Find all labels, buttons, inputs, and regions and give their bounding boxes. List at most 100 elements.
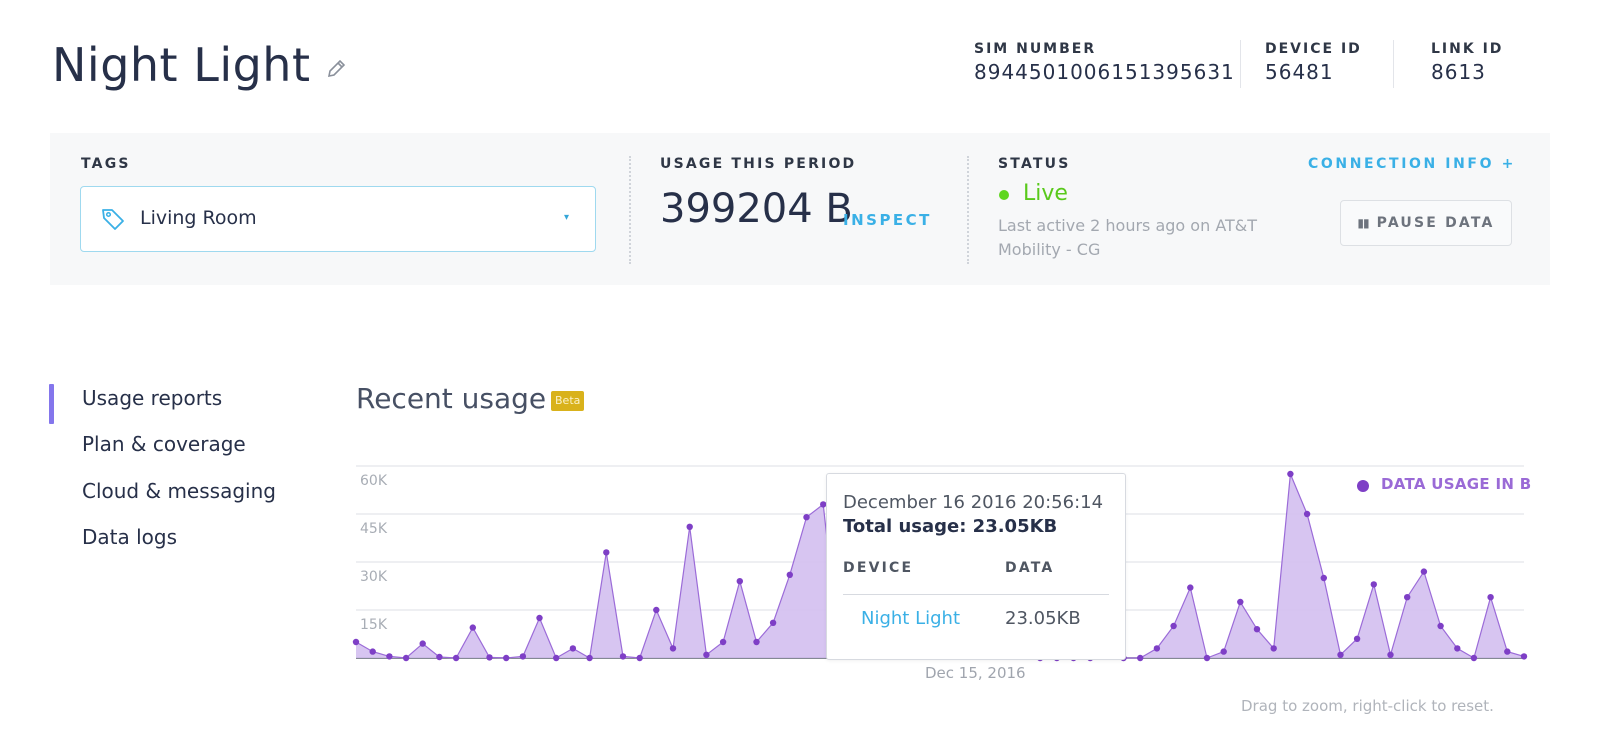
data-point[interactable] (419, 640, 426, 647)
tooltip-device-header: DEVICE (843, 560, 914, 576)
data-point[interactable] (1370, 581, 1378, 588)
data-point[interactable] (1353, 635, 1361, 642)
panel-divider (629, 156, 631, 264)
data-point[interactable] (653, 606, 660, 614)
data-point[interactable] (386, 653, 393, 660)
data-point[interactable] (719, 638, 727, 646)
tooltip-data-header: DATA (1005, 560, 1055, 576)
sidebar-item-plan-coverage[interactable]: Plan & coverage (82, 432, 246, 456)
data-point[interactable] (519, 653, 527, 660)
data-point[interactable] (1520, 653, 1528, 660)
data-point[interactable] (469, 624, 476, 631)
tags-select[interactable] (80, 186, 596, 252)
data-point[interactable] (1153, 645, 1161, 652)
pause-data-button[interactable]: ▮▮ PAUSE DATA (1340, 200, 1512, 246)
data-point[interactable] (402, 654, 410, 662)
y-tick-label: 15K (360, 617, 387, 633)
sidebar-item-data-logs[interactable]: Data logs (82, 525, 178, 549)
tooltip-date: December 16 2016 20:56:14 (843, 492, 1104, 513)
data-point[interactable] (369, 648, 376, 655)
data-point[interactable] (553, 654, 560, 662)
x-tick-label: Dec 15, 2016 (925, 664, 1026, 682)
data-point[interactable] (452, 654, 460, 662)
data-point[interactable] (1187, 584, 1194, 591)
data-point[interactable] (1220, 648, 1227, 655)
data-point[interactable] (703, 651, 710, 658)
data-point[interactable] (569, 645, 577, 652)
data-point[interactable] (1504, 648, 1511, 655)
data-point[interactable] (1387, 651, 1394, 658)
chart-title: Recent usage (356, 382, 547, 415)
sidebar-item-usage-reports[interactable]: Usage reports (82, 386, 223, 410)
tags-label: TAGS (81, 156, 131, 172)
legend-dot-icon (1357, 480, 1369, 492)
data-point[interactable] (803, 514, 810, 521)
tag-value: Living Room (140, 207, 257, 229)
sim-number-value: 8944501006151395631 (974, 60, 1235, 84)
data-point[interactable] (436, 653, 443, 661)
data-point[interactable] (1454, 645, 1461, 652)
data-point[interactable] (1170, 622, 1177, 630)
pause-icon: ▮▮ (1357, 216, 1369, 230)
data-point[interactable] (753, 638, 760, 646)
tooltip-total: Total usage: 23.05KB (843, 516, 1058, 537)
data-point[interactable] (769, 619, 777, 626)
data-point[interactable] (1487, 594, 1494, 601)
link-id-value: 8613 (1431, 60, 1486, 84)
chart-tooltip: December 16 2016 20:56:14 Total usage: 2… (826, 473, 1126, 660)
meta-divider (1240, 40, 1241, 88)
y-tick-label: 45K (360, 521, 387, 537)
device-id-value: 56481 (1265, 60, 1334, 84)
usage-label: USAGE THIS PERIOD (660, 156, 857, 172)
data-point[interactable] (1470, 654, 1478, 662)
sidebar-item-cloud-messaging[interactable]: Cloud & messaging (82, 479, 276, 503)
data-point[interactable] (352, 638, 360, 646)
data-point[interactable] (536, 614, 543, 622)
status-badge: Live (1023, 181, 1068, 206)
inspect-link[interactable]: INSPECT (843, 211, 932, 229)
data-point[interactable] (1420, 568, 1428, 575)
device-id-label: DEVICE ID (1265, 41, 1362, 57)
legend-label[interactable]: DATA USAGE IN B (1381, 475, 1532, 493)
tooltip-divider (843, 594, 1109, 595)
meta-divider (1393, 40, 1394, 88)
data-point[interactable] (1253, 626, 1261, 633)
chevron-down-icon[interactable]: ▾ (564, 212, 570, 223)
data-point[interactable] (603, 549, 610, 556)
data-point[interactable] (669, 645, 677, 652)
y-tick-label: 60K (360, 473, 387, 489)
beta-badge: Beta (551, 391, 585, 411)
data-point[interactable] (486, 654, 493, 661)
link-id-label: LINK ID (1431, 41, 1504, 57)
data-point[interactable] (736, 578, 743, 585)
data-point[interactable] (1137, 654, 1144, 662)
zoom-hint-text: Drag to zoom, right-click to reset. (1241, 697, 1494, 715)
data-point[interactable] (786, 571, 793, 578)
data-point[interactable] (1337, 651, 1344, 658)
data-point[interactable] (1437, 622, 1444, 630)
connection-info-link[interactable]: CONNECTION INFO + (1308, 156, 1516, 172)
data-point[interactable] (503, 654, 510, 662)
data-point[interactable] (1303, 510, 1311, 518)
data-point[interactable] (820, 501, 827, 508)
tooltip-device-link[interactable]: Night Light (861, 608, 960, 629)
status-label: STATUS (998, 156, 1071, 172)
data-point[interactable] (686, 523, 693, 530)
data-point[interactable] (1404, 594, 1411, 601)
sim-number-label: SIM NUMBER (974, 41, 1097, 57)
data-point[interactable] (636, 654, 643, 662)
data-point[interactable] (1237, 598, 1244, 606)
active-nav-indicator (49, 384, 54, 424)
data-point[interactable] (1203, 654, 1211, 662)
last-active-text: Last active 2 hours ago on AT&T Mobility… (998, 216, 1258, 259)
data-point[interactable] (1270, 645, 1277, 652)
y-tick-label: 30K (360, 569, 387, 585)
data-point[interactable] (619, 653, 627, 660)
live-status-dot-icon (999, 190, 1009, 200)
data-point[interactable] (1320, 574, 1328, 582)
pencil-edit-icon[interactable] (325, 58, 347, 80)
usage-value: 399204 B (660, 186, 853, 232)
data-point[interactable] (586, 654, 593, 662)
data-point[interactable] (1287, 470, 1294, 478)
